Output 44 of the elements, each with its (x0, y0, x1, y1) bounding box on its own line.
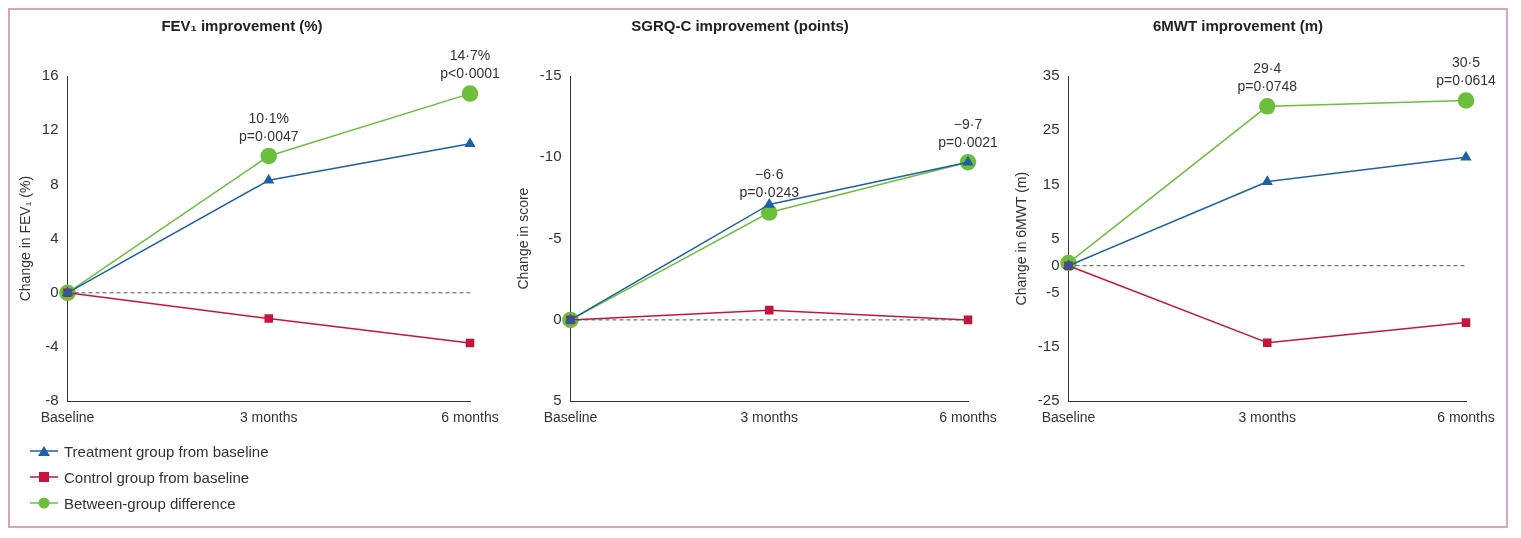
annotation: 30·5 p=0·0614 (1436, 54, 1496, 89)
y-tick-label: 35 (1042, 66, 1060, 84)
chart-title: FEV₁ improvement (%) (161, 17, 323, 35)
y-tick-label: 12 (41, 120, 59, 138)
x-tick-label: 3 months (740, 409, 799, 426)
y-tick-label: 5 (553, 391, 562, 409)
chart-title: 6MWT improvement (m) (1152, 17, 1324, 35)
y-tick-label: 8 (50, 174, 59, 192)
legend-label: Control group from baseline (64, 468, 250, 486)
x-tick-label: Baseline (40, 409, 95, 426)
chart-title: SGRQ-C improvement (points) (631, 17, 849, 35)
x-tick-label: 6 months (441, 409, 499, 426)
x-tick-label: Baseline (1041, 409, 1096, 426)
y-tick-label: 4 (50, 228, 59, 246)
y-tick-label: -8 (45, 391, 59, 409)
y-tick-label: 15 (1042, 174, 1060, 192)
y-tick-label: -10 (539, 147, 562, 165)
y-tick-label: -15 (539, 66, 562, 84)
y-tick-label: 0 (1051, 255, 1060, 273)
annotation: −6·6 p=0·0243 (739, 166, 800, 201)
y-tick-label: -4 (45, 337, 59, 355)
annotation: 14·7% p<0·0001 (440, 47, 500, 82)
y-tick-label: -5 (1046, 282, 1060, 300)
annotation: 29·4 p=0·0748 (1237, 60, 1298, 95)
y-tick-label: -25 (1037, 391, 1060, 409)
y-tick-label: 0 (50, 282, 59, 300)
legend-label: Between-group difference (64, 494, 236, 512)
y-axis-title: Change in score (515, 187, 532, 290)
x-tick-label: 3 months (239, 409, 298, 426)
x-tick-label: 6 months (939, 409, 997, 426)
y-tick-label: 0 (553, 310, 562, 328)
y-tick-label: 5 (1051, 228, 1060, 246)
legend-label: Treatment group from baseline (64, 442, 269, 460)
x-tick-label: Baseline (543, 409, 598, 426)
y-tick-label: 16 (41, 66, 59, 84)
x-tick-label: 3 months (1238, 409, 1297, 426)
annotation: 10·1% p=0·0047 (238, 109, 299, 144)
annotation: −9·7 p=0·0021 (938, 116, 998, 151)
y-tick-label: 25 (1042, 120, 1060, 138)
y-tick-label: -5 (548, 228, 562, 246)
x-tick-label: 6 months (1437, 409, 1495, 426)
y-tick-label: -15 (1037, 337, 1060, 355)
y-axis-title: Change in FEV₁ (%) (17, 175, 34, 302)
y-axis-title: Change in 6MWT (m) (1013, 171, 1030, 306)
